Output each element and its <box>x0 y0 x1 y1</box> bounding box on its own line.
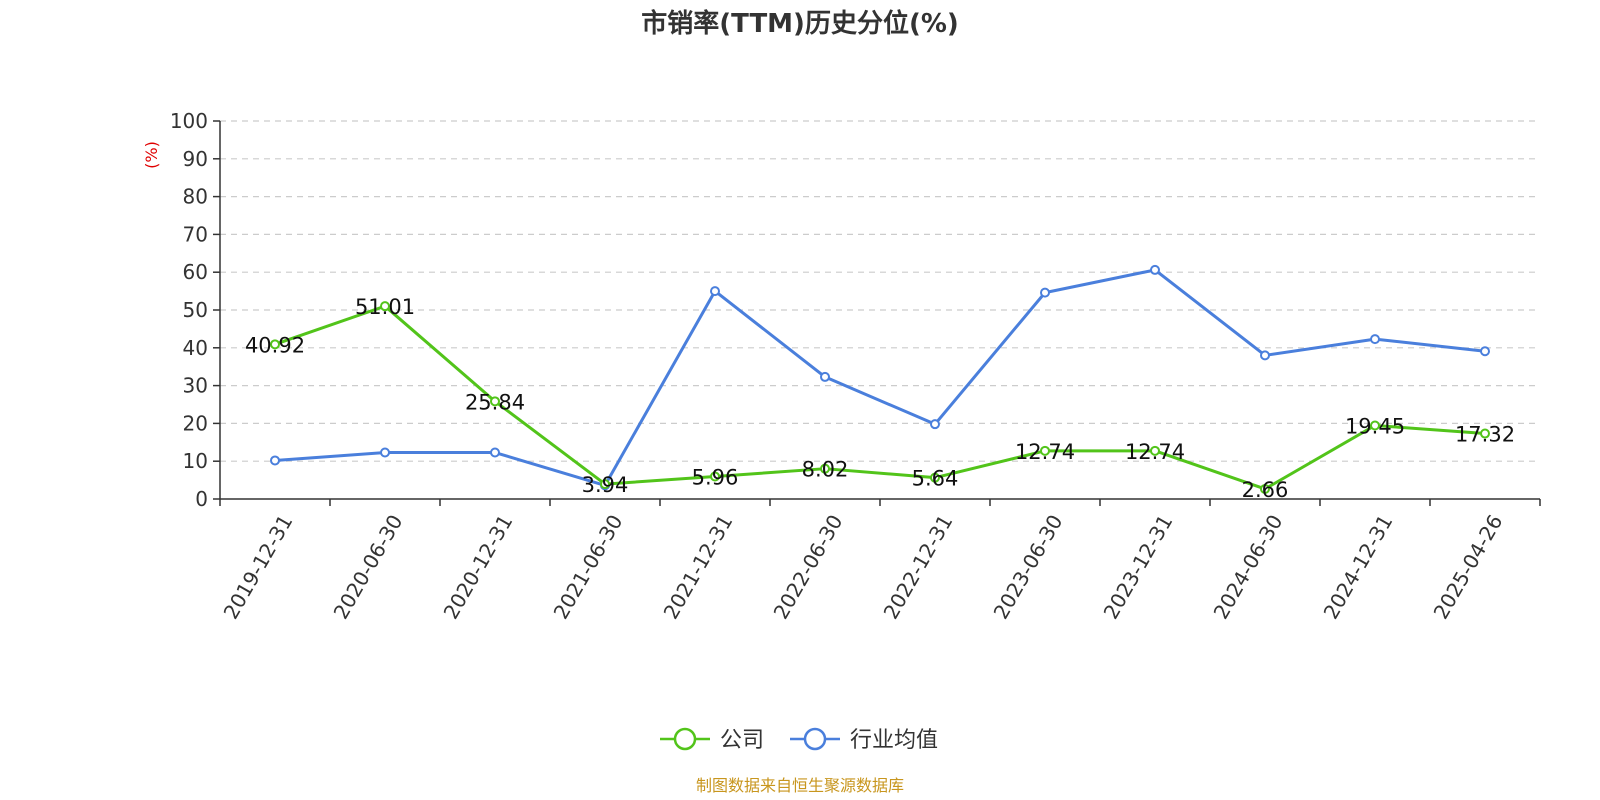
x-tick-label: 2023-12-31 <box>1099 511 1178 624</box>
y-tick-label: 100 <box>170 109 208 133</box>
source-note: 制图数据来自恒生聚源数据库 <box>696 776 904 795</box>
x-tick-label: 2019-12-31 <box>219 511 298 624</box>
y-tick-label: 90 <box>183 147 208 171</box>
chart-title: 市销率(TTM)历史分位(%) <box>641 8 959 39</box>
series-line <box>274 268 1486 487</box>
x-tick-label: 2022-12-31 <box>879 511 958 624</box>
data-point <box>380 447 390 458</box>
x-tick-label: 2024-06-30 <box>1209 511 1288 624</box>
y-tick-label: 60 <box>183 260 208 284</box>
legend-item-industry-average[interactable]: 行业均值 <box>790 727 938 753</box>
y-tick-label: 0 <box>195 487 208 511</box>
series-industry-average <box>270 264 1490 491</box>
data-point <box>710 471 720 482</box>
x-tick-label: 2021-06-30 <box>549 511 628 624</box>
x-tick-label: 2021-12-31 <box>659 511 738 624</box>
data-point <box>1040 287 1050 298</box>
legend[interactable]: 公司 行业均值 <box>660 727 938 753</box>
legend-circle-icon <box>803 727 827 751</box>
series-company <box>270 301 1490 494</box>
data-point <box>380 301 390 312</box>
data-label: 5.64 <box>912 467 959 491</box>
data-point <box>1370 334 1380 345</box>
data-label: 5.96 <box>692 465 739 489</box>
data-label: 51.01 <box>355 295 415 319</box>
series-layer <box>270 264 1490 494</box>
y-axis-unit: (%) <box>142 141 161 169</box>
data-point <box>820 463 830 474</box>
data-point <box>820 371 830 382</box>
x-tick-label: 2022-06-30 <box>769 511 848 624</box>
y-tick-label: 20 <box>183 411 208 435</box>
data-point <box>1260 483 1270 494</box>
x-tick-label: 2025-04-26 <box>1429 511 1508 624</box>
data-point <box>1260 350 1270 361</box>
y-tick-label: 10 <box>183 449 208 473</box>
x-tick-label: 2024-12-31 <box>1319 511 1398 624</box>
data-point <box>1150 445 1160 456</box>
data-point <box>600 479 610 490</box>
data-labels: 40.92 51.01 25.84 3.94 5.96 8.02 5.64 12.74 12.7… <box>245 295 1515 502</box>
data-point <box>930 472 940 483</box>
legend-label: 行业均值 <box>850 728 938 753</box>
y-tick-label: 70 <box>183 222 208 246</box>
legend-circle-icon <box>673 727 697 751</box>
series-line <box>274 304 1486 491</box>
data-point <box>1040 445 1050 456</box>
y-tick-label: 30 <box>183 374 208 398</box>
data-label: 12.74 <box>1015 440 1075 464</box>
y-tick-label: 80 <box>183 185 208 209</box>
y-tick-label: 40 <box>183 336 208 360</box>
data-label: 8.02 <box>802 458 849 482</box>
data-point <box>710 286 720 297</box>
data-point <box>930 419 940 430</box>
data-point <box>1150 264 1160 275</box>
axes: 0 10 20 30 40 50 60 70 80 90 100 2019-12-31 2020-06-… <box>170 109 1541 624</box>
data-label: 3.94 <box>582 473 629 497</box>
data-point <box>270 339 280 350</box>
data-label: 2.66 <box>1242 478 1289 502</box>
data-label: 12.74 <box>1125 440 1185 464</box>
data-point <box>1370 420 1380 431</box>
data-point <box>270 455 280 466</box>
legend-item-company[interactable]: 公司 <box>660 727 764 753</box>
data-label: 25.84 <box>465 390 525 414</box>
data-point <box>1480 428 1490 439</box>
data-point <box>1480 346 1490 357</box>
y-tick-label: 50 <box>183 298 208 322</box>
x-tick-label: 2020-12-31 <box>439 511 518 624</box>
x-tick-label: 2023-06-30 <box>989 511 1068 624</box>
legend-label: 公司 <box>720 728 764 753</box>
data-label: 17.32 <box>1455 423 1515 447</box>
data-point <box>490 447 500 458</box>
data-point <box>490 396 500 407</box>
x-tick-label: 2020-06-30 <box>329 511 408 624</box>
data-label: 40.92 <box>245 333 305 357</box>
data-label: 19.45 <box>1345 414 1405 438</box>
grid-lines <box>220 120 1540 462</box>
